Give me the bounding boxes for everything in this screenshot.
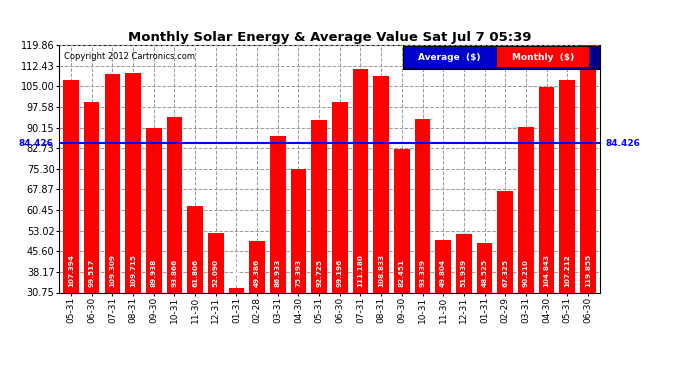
Text: 49.386: 49.386	[254, 259, 260, 287]
Bar	[353, 69, 368, 292]
Title: Monthly Solar Energy & Average Value Sat Jul 7 05:39: Monthly Solar Energy & Average Value Sat…	[128, 31, 531, 44]
Bar	[270, 136, 286, 292]
Text: Copyright 2012 Cartronics.com: Copyright 2012 Cartronics.com	[64, 53, 195, 62]
Bar	[84, 102, 99, 292]
Text: 107.394: 107.394	[68, 254, 74, 287]
Bar	[560, 80, 575, 292]
Text: 90.210: 90.210	[523, 259, 529, 287]
Text: 48.525: 48.525	[482, 259, 488, 287]
Text: 92.725: 92.725	[316, 259, 322, 287]
Text: 75.393: 75.393	[295, 259, 302, 287]
Bar	[311, 120, 327, 292]
Bar	[404, 48, 495, 67]
Bar	[477, 243, 492, 292]
Bar	[456, 234, 471, 292]
Bar	[105, 74, 120, 292]
Text: 52.090: 52.090	[213, 259, 219, 287]
Text: 82.451: 82.451	[399, 259, 405, 287]
Text: 111.180: 111.180	[357, 254, 364, 287]
Bar	[146, 128, 161, 292]
Text: 84.426: 84.426	[606, 139, 640, 148]
Bar	[167, 117, 182, 292]
Bar	[580, 45, 595, 292]
Text: 61.806: 61.806	[192, 259, 198, 287]
Bar	[249, 241, 265, 292]
Bar	[497, 48, 589, 67]
Bar	[290, 168, 306, 292]
Bar	[435, 240, 451, 292]
Text: 99.517: 99.517	[89, 259, 95, 287]
Bar	[373, 76, 389, 292]
Text: 109.309: 109.309	[110, 254, 115, 287]
Text: 93.339: 93.339	[420, 259, 426, 287]
Text: 51.939: 51.939	[461, 259, 467, 287]
Bar	[539, 87, 554, 292]
Text: 49.804: 49.804	[440, 259, 446, 287]
Bar	[394, 149, 410, 292]
Bar	[415, 118, 431, 292]
Bar	[63, 80, 79, 292]
Text: 104.843: 104.843	[544, 254, 549, 287]
Text: 109.715: 109.715	[130, 254, 136, 287]
Text: 86.933: 86.933	[275, 259, 281, 287]
Text: 99.196: 99.196	[337, 259, 343, 287]
Bar	[208, 233, 224, 292]
Bar	[332, 102, 348, 292]
Bar	[497, 191, 513, 292]
Text: Monthly  ($): Monthly ($)	[512, 53, 575, 62]
Bar	[126, 73, 141, 292]
Bar	[518, 128, 533, 292]
FancyBboxPatch shape	[402, 46, 600, 69]
Bar	[188, 206, 203, 292]
Text: 93.866: 93.866	[171, 259, 177, 287]
Text: 32.493: 32.493	[233, 259, 239, 287]
Text: 89.938: 89.938	[150, 259, 157, 287]
Text: 119.855: 119.855	[585, 254, 591, 287]
Text: 67.325: 67.325	[502, 259, 509, 287]
Text: 108.833: 108.833	[378, 254, 384, 287]
Bar	[228, 288, 244, 292]
Text: Average  ($): Average ($)	[418, 53, 481, 62]
Text: 107.212: 107.212	[564, 254, 570, 287]
Text: 84.426: 84.426	[19, 139, 53, 148]
